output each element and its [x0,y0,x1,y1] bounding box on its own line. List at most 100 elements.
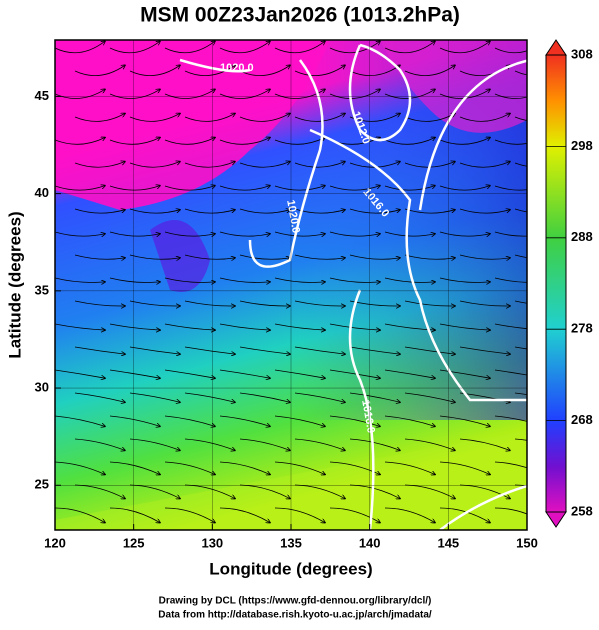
colorbar [545,39,567,528]
streamline [459,300,510,306]
streamline [219,323,270,330]
streamline [404,438,455,450]
streamline [329,461,380,474]
y-tick-label: 25 [35,477,49,492]
colorbar-label: 298 [571,138,593,153]
streamline [384,231,435,236]
streamline [184,209,235,214]
streamline [164,277,215,282]
streamline [239,113,290,122]
contour-label: 1016.0 [359,399,377,434]
streamline [494,461,527,469]
streamline [329,369,380,378]
streamline [514,116,527,121]
streamline [164,369,215,378]
streamline [439,186,490,191]
streamline [274,186,325,191]
streamline [459,438,510,450]
streamline [184,162,235,168]
streamline [129,392,180,402]
y-axis-label: Latitude (degrees) [5,211,24,358]
streamline [55,231,105,236]
streamline [329,186,380,191]
streamline [109,186,160,191]
streamline [384,369,435,378]
streamline [439,369,490,378]
x-axis-label: Longitude (degrees) [209,559,372,578]
streamline [164,89,215,99]
streamline [274,415,325,426]
streamline [384,41,435,54]
streamline [219,186,270,191]
streamline [184,113,235,122]
streamline [74,209,125,214]
streamline [274,369,325,378]
streamline [329,41,380,54]
streamline [129,209,180,214]
streamline [329,231,380,236]
streamline [164,41,215,54]
y-tick-label: 45 [35,88,49,103]
streamline [74,113,125,122]
streamline [239,300,290,306]
title: MSM 00Z23Jan2026 (1013.2hPa) [140,4,460,27]
streamline [349,300,400,306]
streamline [404,65,455,77]
y-tick-label: 40 [35,185,49,200]
map-field [55,40,527,547]
streamline [514,392,527,396]
streamline [274,461,325,474]
colorbar-label: 258 [571,503,593,518]
streamline [439,41,490,54]
streamline [514,70,527,76]
streamline [494,139,527,145]
streamline [184,300,235,306]
streamline [514,254,527,258]
streamline [239,162,290,168]
streamline [164,507,215,523]
streamline [494,369,527,376]
streamline [274,507,325,523]
streamline [74,392,125,402]
streamline [74,438,125,450]
streamline [74,65,125,77]
streamline [75,531,125,547]
streamline [219,507,270,523]
streamline [494,47,527,54]
streamline [349,346,400,354]
streamline [439,231,490,236]
x-tick-label: 135 [280,535,302,550]
streamline [109,323,160,330]
x-tick-label: 140 [359,535,381,550]
streamline [459,209,510,214]
streamline [219,415,270,426]
streamline [55,277,105,282]
streamline [329,89,380,99]
streamline [129,162,180,168]
streamline [294,113,345,122]
streamline [239,392,290,402]
streamline [129,254,180,259]
colorbar-label: 268 [571,412,593,427]
streamline [184,254,235,259]
streamline [219,137,270,145]
streamline [274,41,325,54]
streamline [384,415,435,426]
streamline [295,531,345,547]
streamline [129,438,180,450]
streamline [129,113,180,122]
streamline [109,461,160,474]
streamline [494,323,527,330]
credit: Drawing by DCL (https://www.gfd-dennou.o… [159,596,432,607]
streamline [439,277,490,282]
streamline [384,137,435,145]
streamline [329,323,380,330]
streamline [384,277,435,282]
streamline [294,438,345,450]
streamline [109,507,160,523]
x-tick-label: 125 [123,535,145,550]
colorbar-label: 308 [571,46,593,61]
contour-label: 1020.0 [220,62,254,74]
streamline [129,300,180,306]
